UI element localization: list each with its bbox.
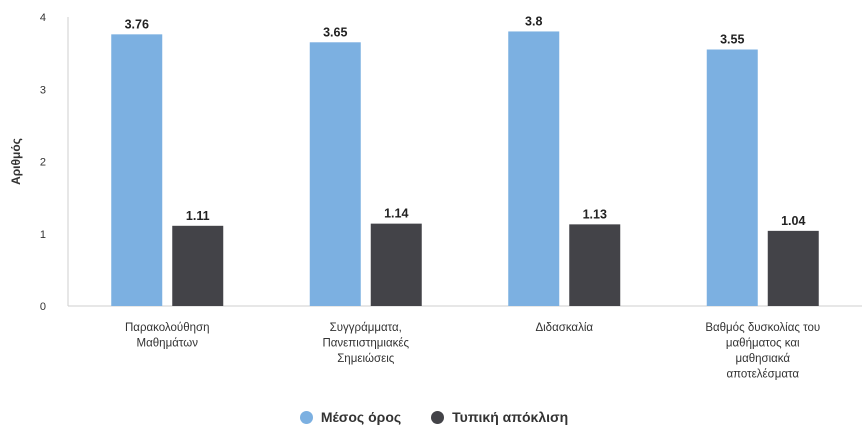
- x-category-label: Παρακολούθηση: [125, 322, 209, 334]
- bar-stddev: [172, 225, 224, 306]
- x-category-label: Διδασκαλία: [535, 322, 593, 334]
- bar-stddev: [569, 224, 621, 306]
- y-tick-label: 2: [40, 157, 46, 169]
- legend-marker-stddev: [431, 410, 445, 424]
- data-label: 3.76: [125, 17, 149, 31]
- bar-mean: [706, 49, 758, 306]
- y-tick-label: 1: [40, 229, 46, 241]
- x-category-label: Πανεπιστημιακές: [322, 338, 409, 350]
- bar-mean: [309, 42, 361, 306]
- x-category-label: Μαθημάτων: [137, 338, 199, 350]
- x-category-label: μαθησιακά: [735, 353, 790, 365]
- y-tick-label: 3: [40, 84, 46, 96]
- legend-label-stddev: Τυπική απόκλιση: [452, 409, 569, 425]
- legend-marker-mean: [299, 410, 313, 424]
- data-label: 1.13: [583, 207, 607, 221]
- legend-label-mean: Μέσος όρος: [320, 409, 402, 425]
- legend-item-stddev[interactable]: Τυπική απόκλιση: [431, 409, 568, 425]
- chart-legend: Μέσος όρος Τυπική απόκλιση: [0, 409, 868, 425]
- data-label: 1.11: [186, 209, 210, 223]
- data-label: 1.14: [384, 207, 408, 221]
- data-label: 3.65: [323, 25, 347, 39]
- data-label: 3.55: [720, 33, 744, 47]
- x-category-label: Συγγράμματα,: [330, 322, 402, 334]
- bar-stddev: [767, 230, 819, 306]
- data-label: 3.8: [525, 14, 542, 28]
- data-label: 1.04: [781, 214, 805, 228]
- y-tick-label: 0: [40, 301, 46, 313]
- y-axis-title: Αριθμός: [9, 138, 23, 185]
- y-tick-label: 4: [40, 12, 46, 24]
- bar-mean: [508, 31, 560, 306]
- legend-item-mean[interactable]: Μέσος όρος: [299, 409, 402, 425]
- bar-chart: 0 1 2 3 4 Αριθμός 3.76 1.11 Παρακολούθηση Μαθημάτ…: [9, 12, 862, 381]
- x-category-label: μαθήματος και: [726, 338, 800, 350]
- bar-stddev: [370, 223, 422, 306]
- x-category-label: Βαθμός δυσκολίας του: [705, 322, 820, 334]
- bar-mean: [111, 34, 163, 307]
- x-category-label: Σημειώσεις: [337, 353, 395, 365]
- x-category-label: αποτελέσματα: [726, 369, 799, 381]
